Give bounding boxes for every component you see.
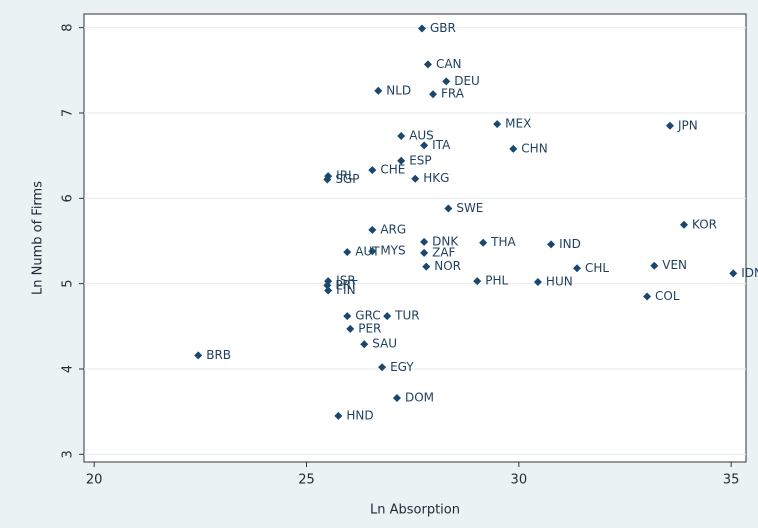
x-tick-label: 35 [723, 473, 740, 488]
point-label: HUN [546, 274, 573, 288]
point [374, 86, 383, 95]
point-label: KOR [692, 217, 717, 231]
y-tick-label: 6 [61, 194, 76, 202]
point [378, 363, 387, 372]
point-label: DOM [405, 391, 434, 405]
point-label: CAN [436, 57, 462, 71]
point-label: EGY [390, 360, 414, 374]
y-tick-label: 5 [61, 280, 76, 288]
point-label: ESP [409, 153, 431, 167]
point [729, 269, 738, 278]
point-label: GRC [355, 309, 380, 323]
point [444, 204, 453, 213]
point-label: SAU [372, 337, 397, 351]
point-label: ISR [336, 274, 356, 288]
point-label: CHN [521, 141, 547, 155]
point-label: AUS [409, 129, 434, 143]
point-label: COL [655, 289, 680, 303]
x-axis-title: Ln Absorption [370, 503, 460, 518]
point [680, 220, 689, 229]
point [343, 248, 352, 257]
point [368, 225, 377, 234]
point-label: JPN [677, 118, 698, 132]
point-label: CHL [585, 261, 609, 275]
point-label: IND [559, 237, 581, 251]
point [509, 144, 518, 153]
point [479, 238, 488, 247]
point [411, 174, 420, 183]
point [323, 281, 332, 290]
point-label: SGP [335, 172, 359, 186]
point-label: IRL [336, 169, 355, 183]
y-tick-label: 3 [61, 450, 76, 458]
point [420, 141, 429, 150]
plot-area [83, 13, 747, 463]
point-label: ZAF [432, 245, 455, 259]
point [442, 77, 451, 86]
point-label: SWE [456, 201, 483, 215]
point-label: MEX [505, 117, 531, 131]
point [383, 312, 392, 321]
point [397, 132, 406, 141]
point [392, 394, 401, 402]
point [643, 292, 652, 301]
x-tick-label: 25 [298, 473, 315, 488]
point [194, 351, 203, 360]
point-label: NOR [434, 259, 461, 273]
point-label: DNK [432, 234, 459, 248]
y-axis-title: Ln Numb of Firms [31, 181, 46, 295]
point [533, 277, 542, 286]
point-label: FIN [336, 283, 355, 297]
point [665, 121, 674, 130]
point [346, 324, 355, 333]
point [343, 312, 352, 321]
point-label: DEU [454, 74, 480, 88]
point [429, 90, 438, 99]
point-label: NLD [386, 83, 411, 97]
point-label: VEN [662, 258, 687, 272]
y-tick-label: 8 [61, 24, 76, 32]
point-label: HND [346, 408, 373, 422]
point [397, 156, 406, 165]
y-tick-label: 4 [61, 365, 76, 373]
point [423, 60, 432, 69]
point-label: MYS [380, 244, 405, 258]
point [493, 120, 502, 129]
point [473, 277, 482, 286]
point [420, 248, 429, 257]
point-label: PER [358, 321, 381, 335]
point [420, 237, 429, 246]
x-tick-label: 20 [86, 473, 103, 488]
point [334, 411, 343, 420]
point-label: TUR [394, 309, 419, 323]
point-label: GBR [430, 21, 456, 35]
point [323, 175, 332, 184]
point [418, 24, 427, 33]
point-label: HKG [423, 171, 449, 185]
y-tick-label: 7 [61, 109, 76, 117]
point-label: BRB [206, 348, 231, 362]
point [368, 247, 377, 256]
point-label: FRA [441, 87, 465, 101]
point [422, 262, 431, 271]
point-label: AUT [355, 245, 380, 259]
point [547, 240, 556, 249]
x-tick-label: 30 [511, 473, 528, 488]
point-label: PHL [485, 274, 508, 288]
point-label: PRT [335, 278, 358, 292]
point-label: CHE [380, 163, 405, 177]
point-label: THA [490, 235, 516, 249]
point-label: IDN [741, 266, 758, 280]
point [360, 340, 369, 349]
point [368, 166, 377, 175]
point [572, 264, 581, 273]
point [324, 286, 333, 295]
point [650, 261, 659, 270]
point-label: ARG [380, 222, 406, 236]
point-label: ITA [432, 138, 451, 152]
